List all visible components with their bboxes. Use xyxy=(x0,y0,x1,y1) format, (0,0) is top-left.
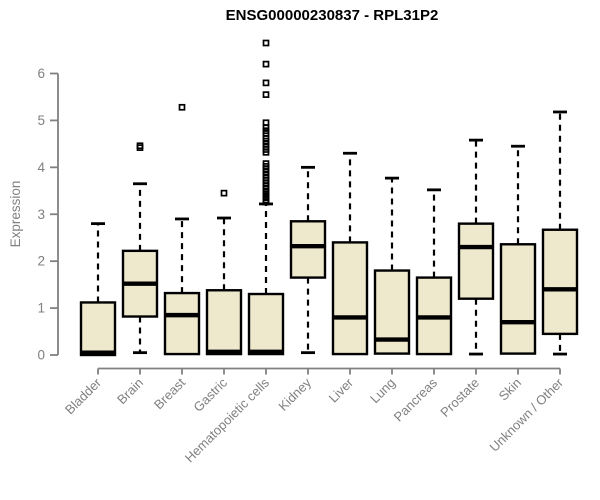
y-axis-title: Expression xyxy=(8,181,23,248)
y-tick-label: 1 xyxy=(37,301,45,316)
y-tick-label: 3 xyxy=(37,207,45,222)
iqr-box xyxy=(79,301,117,357)
x-tick-label: Skin xyxy=(496,375,524,403)
outlier-point xyxy=(262,198,270,206)
x-tick-label: Lung xyxy=(367,375,398,406)
iqr-box xyxy=(247,292,285,356)
iqr-box xyxy=(331,241,369,356)
y-tick-label: 0 xyxy=(37,348,45,363)
box-kidney xyxy=(289,165,327,355)
box-liver xyxy=(331,151,369,356)
y-tick-label: 2 xyxy=(37,254,45,269)
y-tick-label: 6 xyxy=(37,66,45,81)
iqr-box xyxy=(541,228,579,336)
x-tick-label: Breast xyxy=(151,375,188,412)
outlier-point xyxy=(262,79,270,87)
box-breast xyxy=(163,103,201,356)
outlier-point xyxy=(262,91,270,98)
y-tick-label: 5 xyxy=(37,113,45,128)
box-pancreas xyxy=(415,188,453,356)
outlier-point xyxy=(262,39,270,47)
chart-title: ENSG00000230837 - RPL31P2 xyxy=(225,7,439,24)
outlier-point xyxy=(178,103,186,111)
x-tick-label: Prostate xyxy=(437,375,482,420)
iqr-box xyxy=(163,291,201,356)
box-bladder xyxy=(79,222,117,357)
box-skin xyxy=(499,144,537,355)
outlier-point xyxy=(136,142,144,150)
box-prostate xyxy=(457,138,495,356)
box-gastric xyxy=(205,189,243,356)
x-tick-label: Kidney xyxy=(275,375,314,414)
box-lung xyxy=(373,176,411,355)
iqr-box xyxy=(457,222,495,300)
box-hematopoietic-cells xyxy=(247,39,285,356)
x-tick-label: Bladder xyxy=(62,375,105,418)
x-tick-label: Liver xyxy=(326,375,357,406)
x-tick-label: Unknown / Other xyxy=(487,375,567,455)
x-tick-label: Pancreas xyxy=(391,375,441,425)
iqr-box xyxy=(205,289,243,356)
outlier-point xyxy=(262,148,270,156)
iqr-box xyxy=(289,220,327,279)
box-unknown-other xyxy=(541,110,579,356)
outlier-point xyxy=(220,189,228,197)
iqr-box xyxy=(499,243,537,355)
y-tick-label: 4 xyxy=(37,160,45,175)
box-brain xyxy=(121,142,159,355)
x-tick-label: Brain xyxy=(114,375,146,407)
outlier-point xyxy=(262,60,270,68)
x-tick-label: Gastric xyxy=(190,375,230,415)
